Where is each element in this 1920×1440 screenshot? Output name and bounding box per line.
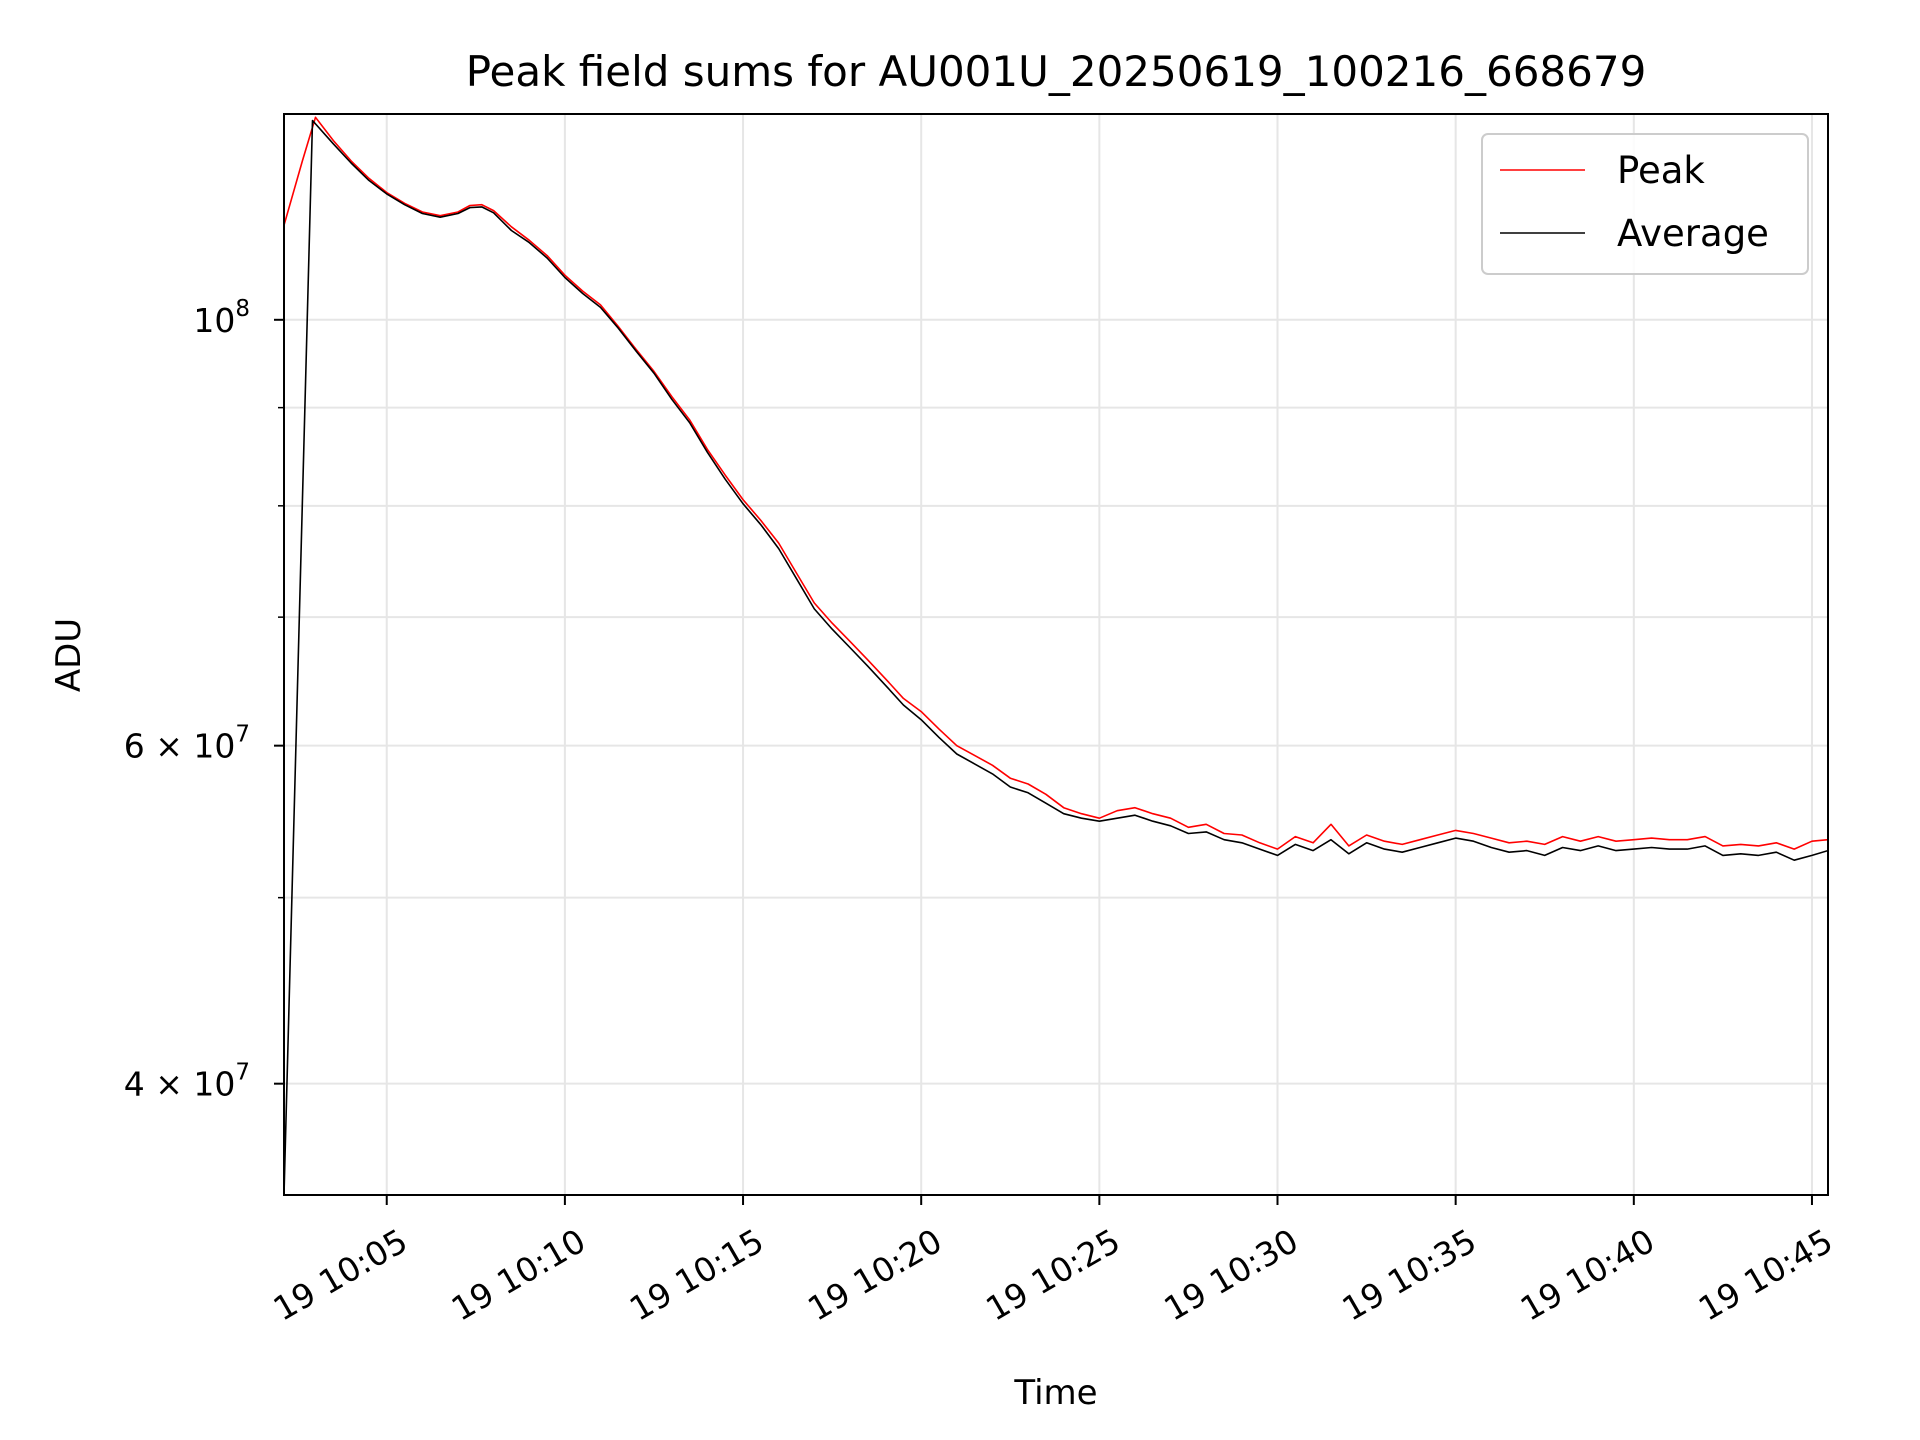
y-tick-label-base: 4 × 10: [124, 1065, 236, 1104]
y-tick-label-base: 6 × 10: [124, 727, 236, 766]
series-line-peak: [284, 116, 1828, 850]
series-line-average: [284, 119, 1828, 1195]
legend-box: [1481, 133, 1809, 275]
y-tick-label-exponent: 8: [235, 296, 250, 322]
y-tick-label-base: 10: [193, 301, 235, 340]
x-axis-label: Time: [1013, 1373, 1097, 1413]
y-tick-label: 108: [193, 296, 250, 340]
y-tick-label-exponent: 7: [235, 1060, 250, 1086]
chart-title: Peak field sums for AU001U_20250619_1002…: [466, 47, 1647, 96]
grid: [284, 114, 1828, 1195]
legend-label-peak: Peak: [1617, 149, 1705, 192]
y-tick-label: 6 × 107: [124, 722, 250, 766]
legend-label-average: Average: [1617, 212, 1769, 255]
series-lines: [284, 116, 1828, 1195]
legend: Peak Average: [1481, 133, 1809, 275]
y-tick-label: 4 × 107: [124, 1060, 250, 1104]
y-tick-label-exponent: 7: [235, 722, 250, 748]
plot-frame: [283, 113, 1829, 1196]
y-axis-label: ADU: [49, 618, 89, 692]
